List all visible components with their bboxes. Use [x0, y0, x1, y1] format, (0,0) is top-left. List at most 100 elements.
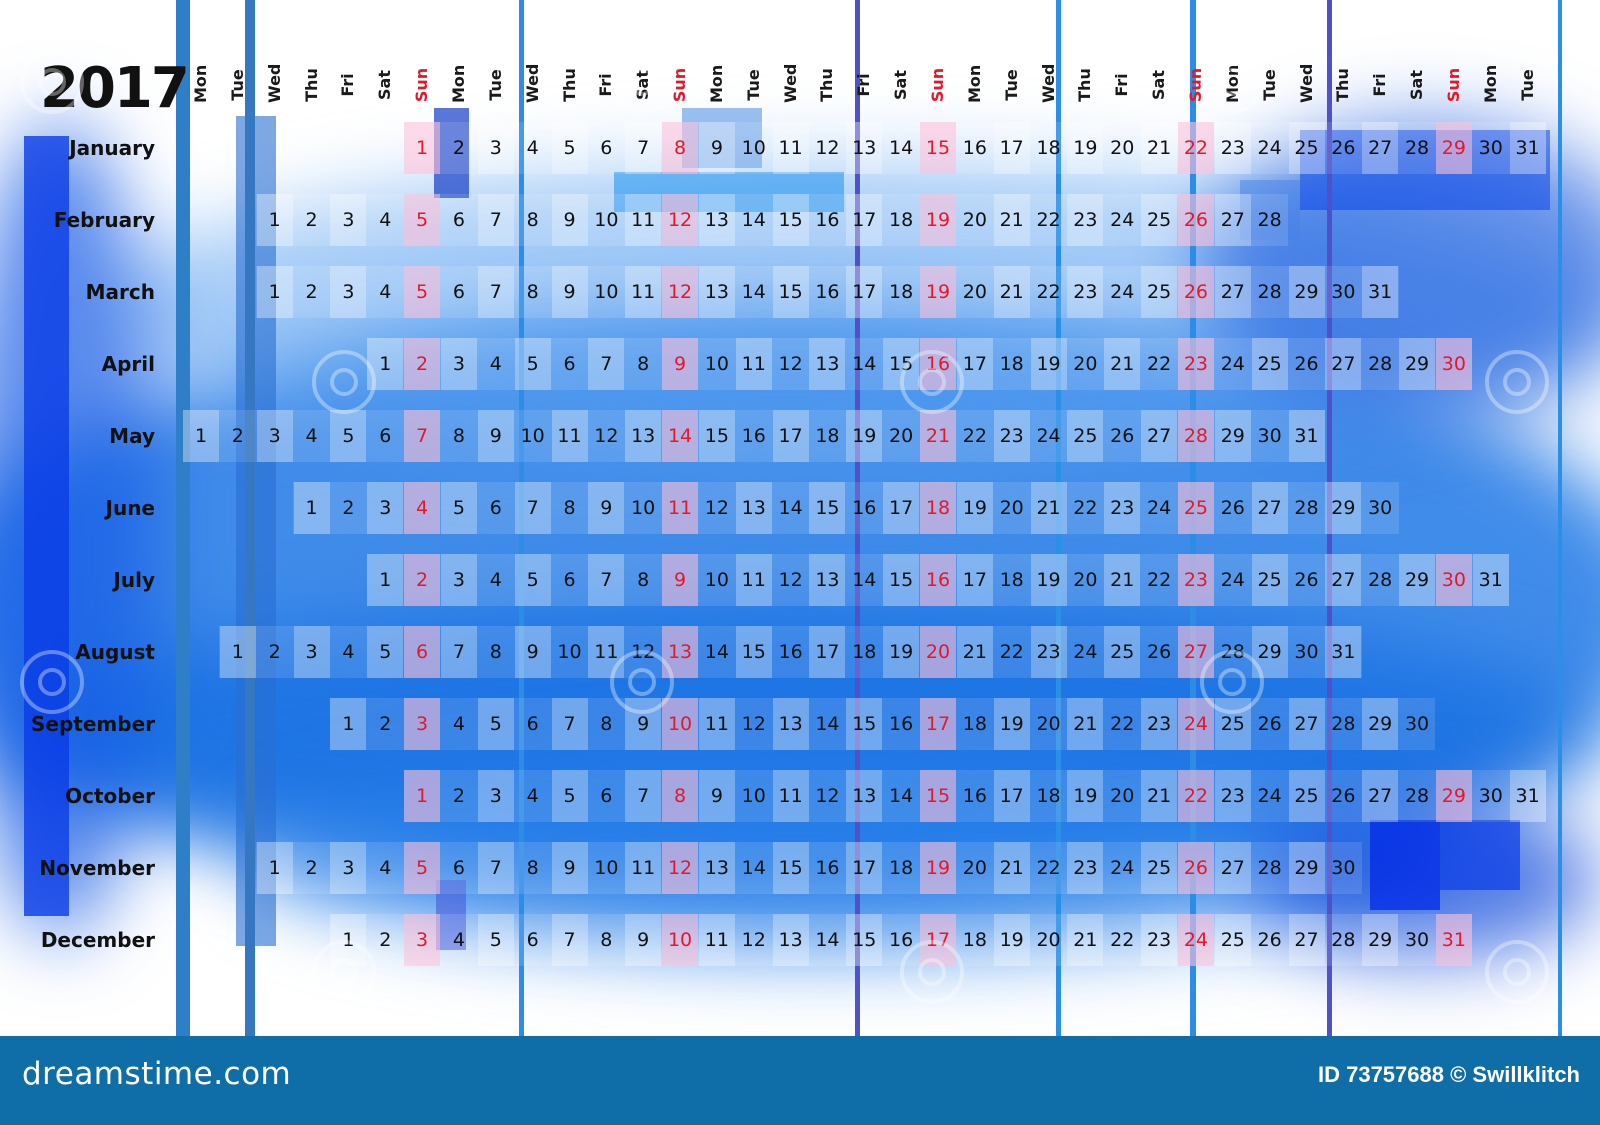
day-cell: 11	[625, 266, 662, 318]
day-cell: 5	[404, 842, 441, 894]
day-cell: 26	[1257, 713, 1282, 735]
day-cell: 23	[1141, 698, 1178, 750]
weekday-header-cell: Thu	[1075, 68, 1095, 102]
day-cell: 22	[1147, 353, 1172, 375]
day-cell: 14	[852, 569, 877, 591]
paint-stroke	[614, 172, 844, 212]
image-credit: ID 73757688 © Swillklitch	[1317, 1062, 1580, 1087]
day-cell: 24	[1220, 353, 1245, 375]
day-cell: 21	[993, 194, 1030, 246]
day-cell: 18	[962, 713, 987, 735]
weekday-header-cell: Sat	[1149, 70, 1169, 100]
day-cell: 18	[815, 425, 840, 447]
day-cell: 29	[1435, 770, 1472, 822]
day-cell: 6	[526, 713, 539, 735]
day-cell: 13	[809, 338, 846, 390]
day-cell: 8	[563, 497, 576, 519]
day-cell: 17	[809, 626, 846, 678]
day-cell: 30	[1478, 137, 1503, 159]
vertical-divider	[245, 0, 255, 1036]
day-cell: 21	[920, 410, 956, 462]
month-label: February	[53, 208, 155, 232]
day-cell: 20	[1073, 569, 1098, 591]
day-cell: 3	[477, 122, 514, 174]
day-cell: 12	[741, 713, 766, 735]
day-cell: 23	[1141, 914, 1178, 966]
day-cell: 14	[662, 410, 699, 462]
day-cell: 17	[846, 266, 883, 318]
day-cell: 5	[404, 194, 441, 246]
day-cell: 16	[962, 137, 987, 159]
month-label: July	[113, 568, 155, 592]
month-row-band	[293, 482, 1399, 534]
day-cell: 6	[452, 857, 465, 879]
day-cell: 15	[735, 626, 772, 678]
day-cell: 16	[741, 425, 766, 447]
day-cell: 6	[526, 929, 539, 951]
day-cell: 26	[1294, 353, 1319, 375]
day-cell: 16	[920, 554, 956, 606]
day-cell: 11	[698, 698, 735, 750]
day-cell: 7	[625, 122, 662, 174]
day-cell: 28	[1368, 569, 1393, 591]
brand-logo-text[interactable]: dreamstime.com	[22, 1056, 292, 1092]
day-cell: 28	[1331, 929, 1356, 951]
day-cell: 22	[1177, 122, 1214, 174]
month-label: June	[105, 496, 155, 520]
day-cell: 23	[1177, 338, 1214, 390]
day-cell: 21	[1141, 770, 1178, 822]
day-cell: 26	[1147, 641, 1172, 663]
day-cell: 24	[1177, 914, 1214, 966]
day-cell: 15	[809, 482, 846, 534]
day-cell: 30	[1331, 281, 1356, 303]
day-cell: 31	[1435, 914, 1472, 966]
day-cell: 9	[662, 338, 699, 390]
day-cell: 23	[1214, 122, 1251, 174]
day-cell: 21	[1067, 914, 1104, 966]
day-cell: 18	[1036, 137, 1061, 159]
vertical-divider	[176, 0, 190, 1036]
day-cell: 5	[367, 626, 404, 678]
day-cell: 2	[379, 713, 392, 735]
day-cell: 6	[452, 209, 465, 231]
watermark-spiral-icon	[1200, 650, 1264, 714]
day-cell: 3	[404, 914, 441, 966]
day-cell: 14	[741, 857, 766, 879]
day-cell: 22	[1036, 281, 1061, 303]
day-cell: 19	[956, 482, 993, 534]
vertical-divider	[855, 0, 860, 1036]
day-cell: 13	[625, 410, 662, 462]
day-cell: 23	[1214, 770, 1251, 822]
day-cell: 3	[440, 554, 477, 606]
vertical-divider	[1056, 0, 1061, 1036]
day-cell: 22	[1036, 209, 1061, 231]
day-cell: 10	[594, 209, 619, 231]
day-cell: 19	[920, 194, 956, 246]
day-cell: 25	[1104, 626, 1141, 678]
day-cell: 1	[293, 482, 330, 534]
day-cell: 1	[330, 698, 367, 750]
day-cell: 27	[1362, 770, 1399, 822]
day-cell: 9	[625, 914, 662, 966]
day-cell: 7	[404, 410, 441, 462]
watermark-spiral-icon	[1485, 940, 1549, 1004]
day-cell: 4	[342, 641, 355, 663]
day-cell: 25	[1141, 194, 1178, 246]
day-cell: 8	[662, 770, 699, 822]
day-cell: 25	[1067, 410, 1104, 462]
day-cell: 8	[662, 122, 699, 174]
day-cell: 20	[889, 425, 914, 447]
day-cell: 3	[440, 338, 477, 390]
day-cell: 24	[1147, 497, 1172, 519]
day-cell: 13	[846, 122, 883, 174]
day-cell: 29	[1399, 554, 1436, 606]
day-cell: 7	[477, 266, 514, 318]
day-cell: 11	[772, 122, 809, 174]
day-cell: 8	[526, 209, 539, 231]
day-cell: 10	[594, 857, 619, 879]
day-cell: 31	[1509, 770, 1546, 822]
day-cell: 1	[183, 410, 219, 462]
day-cell: 21	[956, 626, 993, 678]
day-cell: 11	[625, 194, 662, 246]
day-cell: 12	[815, 785, 840, 807]
